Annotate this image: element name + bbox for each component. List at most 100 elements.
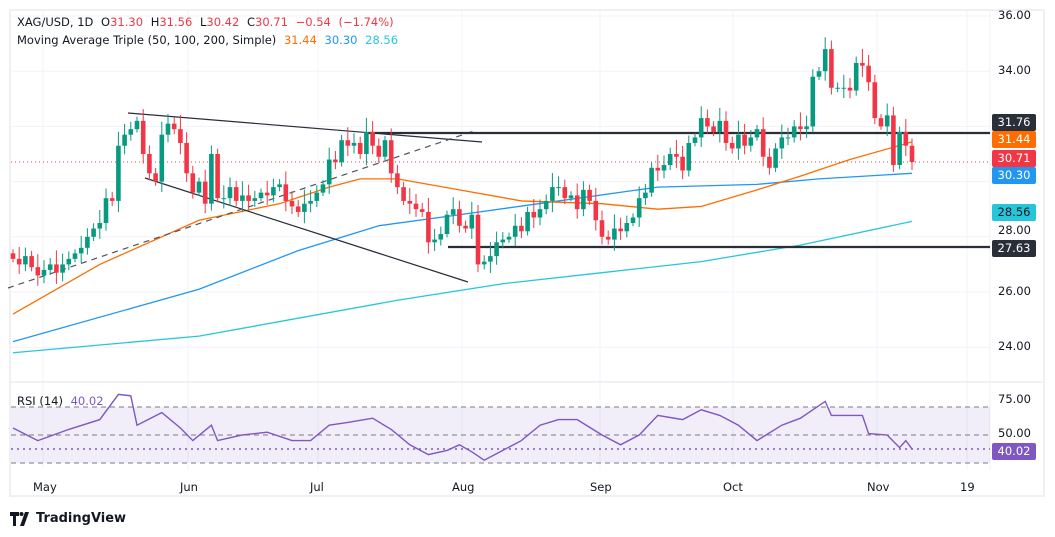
candle-body (326, 159, 332, 185)
candle-body (469, 214, 475, 229)
candle-body (202, 181, 208, 204)
candle-body (357, 142, 363, 154)
candle-body (438, 234, 444, 240)
candle-body (773, 148, 778, 168)
candle-body (667, 154, 673, 166)
candle-body (884, 115, 890, 127)
candle-body (500, 239, 506, 243)
candle-body (271, 187, 276, 196)
change-value: −0.54 (295, 15, 331, 29)
candle-body (345, 140, 351, 146)
price-tick: 24.00 (998, 339, 1031, 353)
candle-body (785, 137, 791, 139)
candle-body (674, 154, 679, 157)
rsi-legend[interactable]: RSI (14) 40.02 (17, 394, 108, 408)
low-label: L (199, 15, 207, 29)
candle-body (47, 264, 53, 270)
candle-body (308, 200, 313, 204)
candle-body (66, 258, 72, 265)
candle-body (506, 236, 512, 240)
candle-body (537, 209, 543, 218)
candle-body (661, 165, 667, 171)
candle-body (159, 134, 165, 182)
candle-body (72, 253, 78, 259)
candle-body (401, 187, 406, 201)
candle-body (209, 154, 214, 204)
price-tick: 34.00 (998, 63, 1031, 77)
candle-body (302, 203, 307, 212)
candle-body (829, 49, 834, 88)
ma100-tag: 30.30 (992, 167, 1036, 184)
candle-body (320, 184, 326, 193)
candle-body (264, 192, 270, 196)
candle-body (698, 118, 704, 138)
candle-body (636, 198, 642, 218)
time-tick: Jun (180, 480, 198, 494)
candle-body (618, 228, 623, 232)
time-tick: Jul (310, 480, 324, 494)
candle-body (512, 225, 518, 237)
candle-body (147, 154, 152, 174)
dashed-trendline (7, 130, 475, 289)
candle-body (190, 173, 196, 193)
candle-body (872, 82, 878, 119)
candle-body (426, 211, 431, 243)
candle-body (798, 126, 803, 130)
candle-body (258, 192, 264, 199)
candle-body (562, 187, 568, 199)
candle-body (10, 253, 16, 259)
candle-body (488, 256, 493, 262)
candle-body (240, 195, 245, 201)
candle-body (705, 118, 710, 127)
time-tick: Sep (590, 480, 612, 494)
candle-body (860, 62, 865, 66)
candle-body (29, 256, 34, 268)
candle-body (395, 173, 400, 188)
tradingview-logo[interactable]: TradingView (10, 511, 126, 526)
candle-body (680, 156, 685, 171)
support-tag: 27.63 (992, 240, 1036, 257)
candle-body (283, 184, 289, 201)
candle-body (581, 189, 586, 210)
time-tick: 19 (960, 480, 975, 494)
candle-body (853, 62, 859, 91)
low-value: 30.42 (206, 15, 240, 29)
candle-body (649, 167, 654, 193)
candle-body (655, 167, 661, 171)
candle-body (556, 187, 561, 189)
candle-body (277, 184, 282, 188)
candle-body (103, 198, 109, 223)
candle-body (481, 261, 487, 265)
candle-body (748, 137, 754, 146)
time-tick: May (33, 480, 57, 494)
candle-body (289, 200, 295, 207)
candle-body (382, 140, 388, 157)
candle-body (376, 145, 382, 157)
candle-body (599, 220, 605, 237)
candle-body (543, 200, 549, 210)
rsi-legend-value: 40.02 (70, 394, 104, 408)
candle-body (178, 129, 183, 143)
candle-body (835, 87, 840, 89)
time-tick: Oct (723, 480, 743, 494)
candle-body (333, 159, 338, 163)
ma50-tag: 31.44 (992, 131, 1036, 148)
chart-frame (9, 9, 1045, 497)
time-tick: Aug (452, 480, 475, 494)
candle-body (215, 154, 220, 199)
candle-body (494, 242, 499, 257)
candle-body (736, 134, 741, 149)
open-value: 31.30 (110, 15, 144, 29)
candle-body (35, 267, 41, 276)
candle-body (723, 120, 729, 143)
tradingview-logo-icon (10, 511, 29, 526)
ma-legend[interactable]: Moving Average Triple (50, 100, 200, Sim… (17, 33, 402, 47)
time-tick: Nov (867, 480, 890, 494)
ma200-tag: 28.56 (992, 204, 1036, 221)
brand-name: TradingView (36, 511, 127, 526)
candle-body (388, 140, 394, 174)
candle-body (171, 123, 177, 130)
candle-body (729, 142, 735, 149)
